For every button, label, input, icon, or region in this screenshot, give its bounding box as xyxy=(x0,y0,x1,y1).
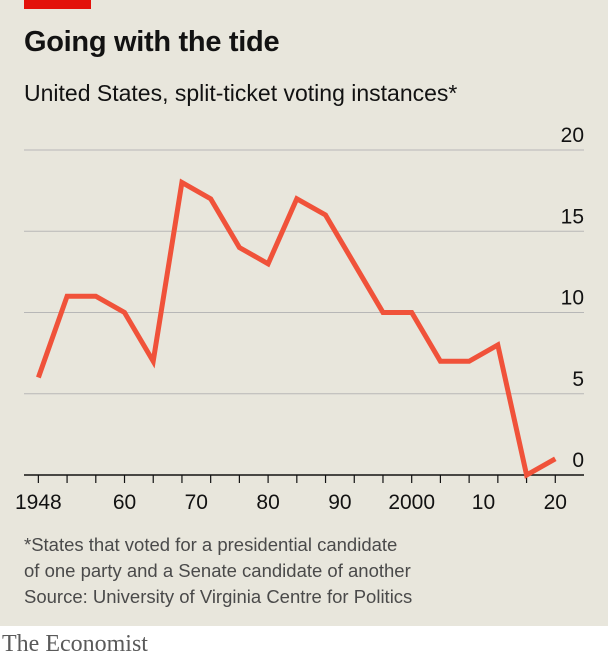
x-tick-label: 10 xyxy=(472,491,495,514)
y-tick-label: 20 xyxy=(561,124,584,147)
x-tick-label: 70 xyxy=(185,491,208,514)
x-tick-label: 2000 xyxy=(388,491,435,514)
x-tick-label: 1948 xyxy=(15,491,62,514)
brand-red-tag xyxy=(24,0,91,9)
x-tick-label: 90 xyxy=(328,491,351,514)
chart-title: Going with the tide xyxy=(24,26,280,58)
footnotes: *States that voted for a presidential ca… xyxy=(24,532,412,610)
footnote-definition-cont: of one party and a Senate candidate of a… xyxy=(24,560,411,581)
chart-subtitle: United States, split-ticket voting insta… xyxy=(24,80,458,106)
line-chart: 0 5 10 15 20 1948 60 70 80 90 2000 10 20 xyxy=(15,124,584,514)
y-tick-label: 5 xyxy=(572,368,584,391)
y-tick-label: 10 xyxy=(561,287,584,310)
source-note: Source: University of Virginia Centre fo… xyxy=(24,586,413,607)
series-line xyxy=(36,178,557,479)
footnote-definition: *States that voted for a presidential ca… xyxy=(24,534,398,555)
x-tick-label: 20 xyxy=(544,491,567,514)
x-tick-label: 80 xyxy=(256,491,279,514)
y-tick-label: 15 xyxy=(561,205,584,228)
chart-card: Going with the tide United States, split… xyxy=(0,0,608,626)
y-tick-label: 0 xyxy=(572,449,584,472)
economist-logo: The Economist xyxy=(2,631,148,657)
x-tick-label: 60 xyxy=(113,491,136,514)
